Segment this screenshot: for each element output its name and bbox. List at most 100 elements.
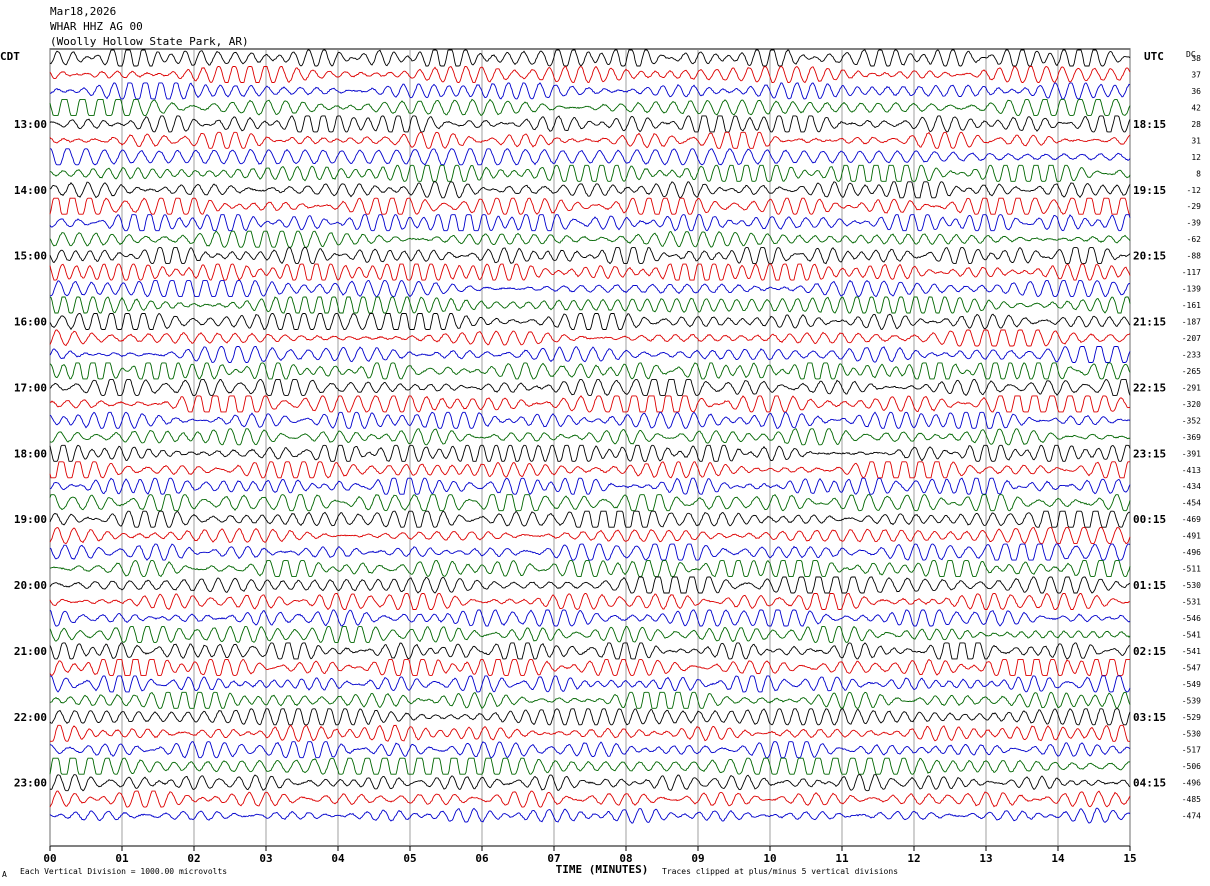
x-tick-label: 13 xyxy=(979,852,992,865)
trace-row xyxy=(49,444,1131,462)
dc-offset-label: -541 xyxy=(1182,630,1201,639)
left-hour-label: 18:00 xyxy=(14,447,47,460)
header-date: Mar18,2026 xyxy=(50,5,117,18)
dc-offset-label: -547 xyxy=(1182,663,1201,672)
left-hour-label: 17:00 xyxy=(14,381,47,394)
dc-offset-label: 37 xyxy=(1191,70,1201,79)
label-layer: 00 01 02 03 04 05 06 07 08 09 10 11 12 13 14 15 38 37 36 42… xyxy=(14,54,1201,865)
trace-row xyxy=(49,494,1131,512)
dc-offset-label: -233 xyxy=(1182,350,1201,359)
left-timezone-label: CDT xyxy=(0,50,20,63)
dc-offset-label: -530 xyxy=(1182,581,1201,590)
right-hour-label: 03:15 xyxy=(1133,711,1166,724)
dc-offset-label: -265 xyxy=(1182,367,1201,376)
trace-row xyxy=(49,708,1131,726)
trace-row xyxy=(49,428,1131,446)
left-hour-label: 16:00 xyxy=(14,316,47,329)
x-tick-label: 08 xyxy=(619,852,632,865)
trace-row xyxy=(49,296,1131,314)
dc-offset-label: 8 xyxy=(1196,169,1201,178)
right-hour-label: 01:15 xyxy=(1133,579,1166,592)
trace-row xyxy=(49,263,1131,281)
trace-row xyxy=(49,279,1131,298)
trace-row xyxy=(49,527,1131,545)
x-tick-label: 01 xyxy=(115,852,129,865)
right-hour-label: 04:15 xyxy=(1133,777,1166,790)
trace-row xyxy=(49,461,1130,479)
dc-offset-label: -320 xyxy=(1182,400,1201,409)
left-hour-label: 14:00 xyxy=(14,184,47,197)
x-tick-label: 07 xyxy=(547,852,560,865)
dc-offset-label: -485 xyxy=(1182,795,1201,804)
right-hour-label: 20:15 xyxy=(1133,250,1166,263)
trace-row xyxy=(49,543,1131,561)
header-station: WHAR HHZ AG 00 xyxy=(50,20,143,33)
trace-row xyxy=(50,148,1131,166)
trace-row xyxy=(49,378,1131,397)
dc-offset-label: -187 xyxy=(1182,318,1201,327)
x-tick-label: 02 xyxy=(187,852,200,865)
trace-row xyxy=(49,246,1131,265)
dc-offset-label: -454 xyxy=(1182,499,1201,508)
trace-row xyxy=(49,757,1131,775)
dc-offset-label: 36 xyxy=(1191,87,1201,96)
dc-offset-label: 31 xyxy=(1191,136,1201,145)
x-tick-label: 15 xyxy=(1123,852,1136,865)
dc-offset-label: 12 xyxy=(1191,153,1201,162)
left-hour-label: 15:00 xyxy=(14,250,47,263)
trace-row xyxy=(49,346,1131,363)
trace-row xyxy=(49,724,1130,742)
dc-offset-label: -506 xyxy=(1182,762,1201,771)
trace-row xyxy=(49,65,1131,84)
dc-offset-label: -12 xyxy=(1187,186,1202,195)
dc-offset-label: -496 xyxy=(1182,779,1201,788)
x-tick-label: 00 xyxy=(43,852,56,865)
dc-offset-label: -29 xyxy=(1187,202,1202,211)
left-hour-label: 13:00 xyxy=(14,118,47,131)
trace-layer xyxy=(49,49,1131,824)
trace-row xyxy=(49,510,1131,528)
clip-note: Traces clipped at plus/minus 5 vertical … xyxy=(662,867,899,876)
x-axis-label: TIME (MINUTES) xyxy=(556,863,649,876)
x-tick-label: 09 xyxy=(691,852,704,865)
left-hour-label: 22:00 xyxy=(14,711,47,724)
header-location: (Woolly Hollow State Park, AR) xyxy=(50,35,249,48)
x-tick-label: 06 xyxy=(475,852,489,865)
left-hour-label: 20:00 xyxy=(14,579,47,592)
trace-row xyxy=(49,477,1131,495)
dc-offset-label: -517 xyxy=(1182,746,1201,755)
dc-offset-label: -530 xyxy=(1182,729,1201,738)
dc-offset-label: -369 xyxy=(1182,433,1201,442)
trace-row xyxy=(49,625,1131,644)
trace-row xyxy=(49,181,1131,199)
right-hour-label: 22:15 xyxy=(1133,381,1166,394)
x-tick-label: 12 xyxy=(907,852,920,865)
trace-row xyxy=(49,790,1131,808)
dc-offset-label: -391 xyxy=(1182,449,1201,458)
x-tick-label: 05 xyxy=(403,852,416,865)
trace-row xyxy=(49,741,1131,759)
trace-row xyxy=(49,774,1131,792)
trace-row xyxy=(49,82,1131,100)
dc-offset-label: -546 xyxy=(1182,614,1201,623)
trace-row xyxy=(49,807,1131,824)
dc-offset-label: -291 xyxy=(1182,383,1201,392)
dc-offset-label: -88 xyxy=(1187,252,1202,261)
trace-row xyxy=(49,395,1131,413)
x-tick-label: 14 xyxy=(1051,852,1065,865)
trace-row xyxy=(49,230,1131,248)
right-hour-label: 18:15 xyxy=(1133,118,1166,131)
trace-row xyxy=(49,642,1131,660)
left-hour-label: 21:00 xyxy=(14,645,47,658)
right-hour-label: 00:15 xyxy=(1133,513,1166,526)
dc-label: DC xyxy=(1186,50,1196,59)
trace-row xyxy=(49,593,1131,611)
trace-row xyxy=(49,49,1131,67)
trace-row xyxy=(49,214,1131,232)
dc-offset-label: -352 xyxy=(1182,416,1201,425)
dc-offset-label: -39 xyxy=(1187,219,1202,228)
dc-offset-label: -539 xyxy=(1182,696,1201,705)
trace-row xyxy=(49,164,1131,182)
trace-row xyxy=(49,609,1131,627)
